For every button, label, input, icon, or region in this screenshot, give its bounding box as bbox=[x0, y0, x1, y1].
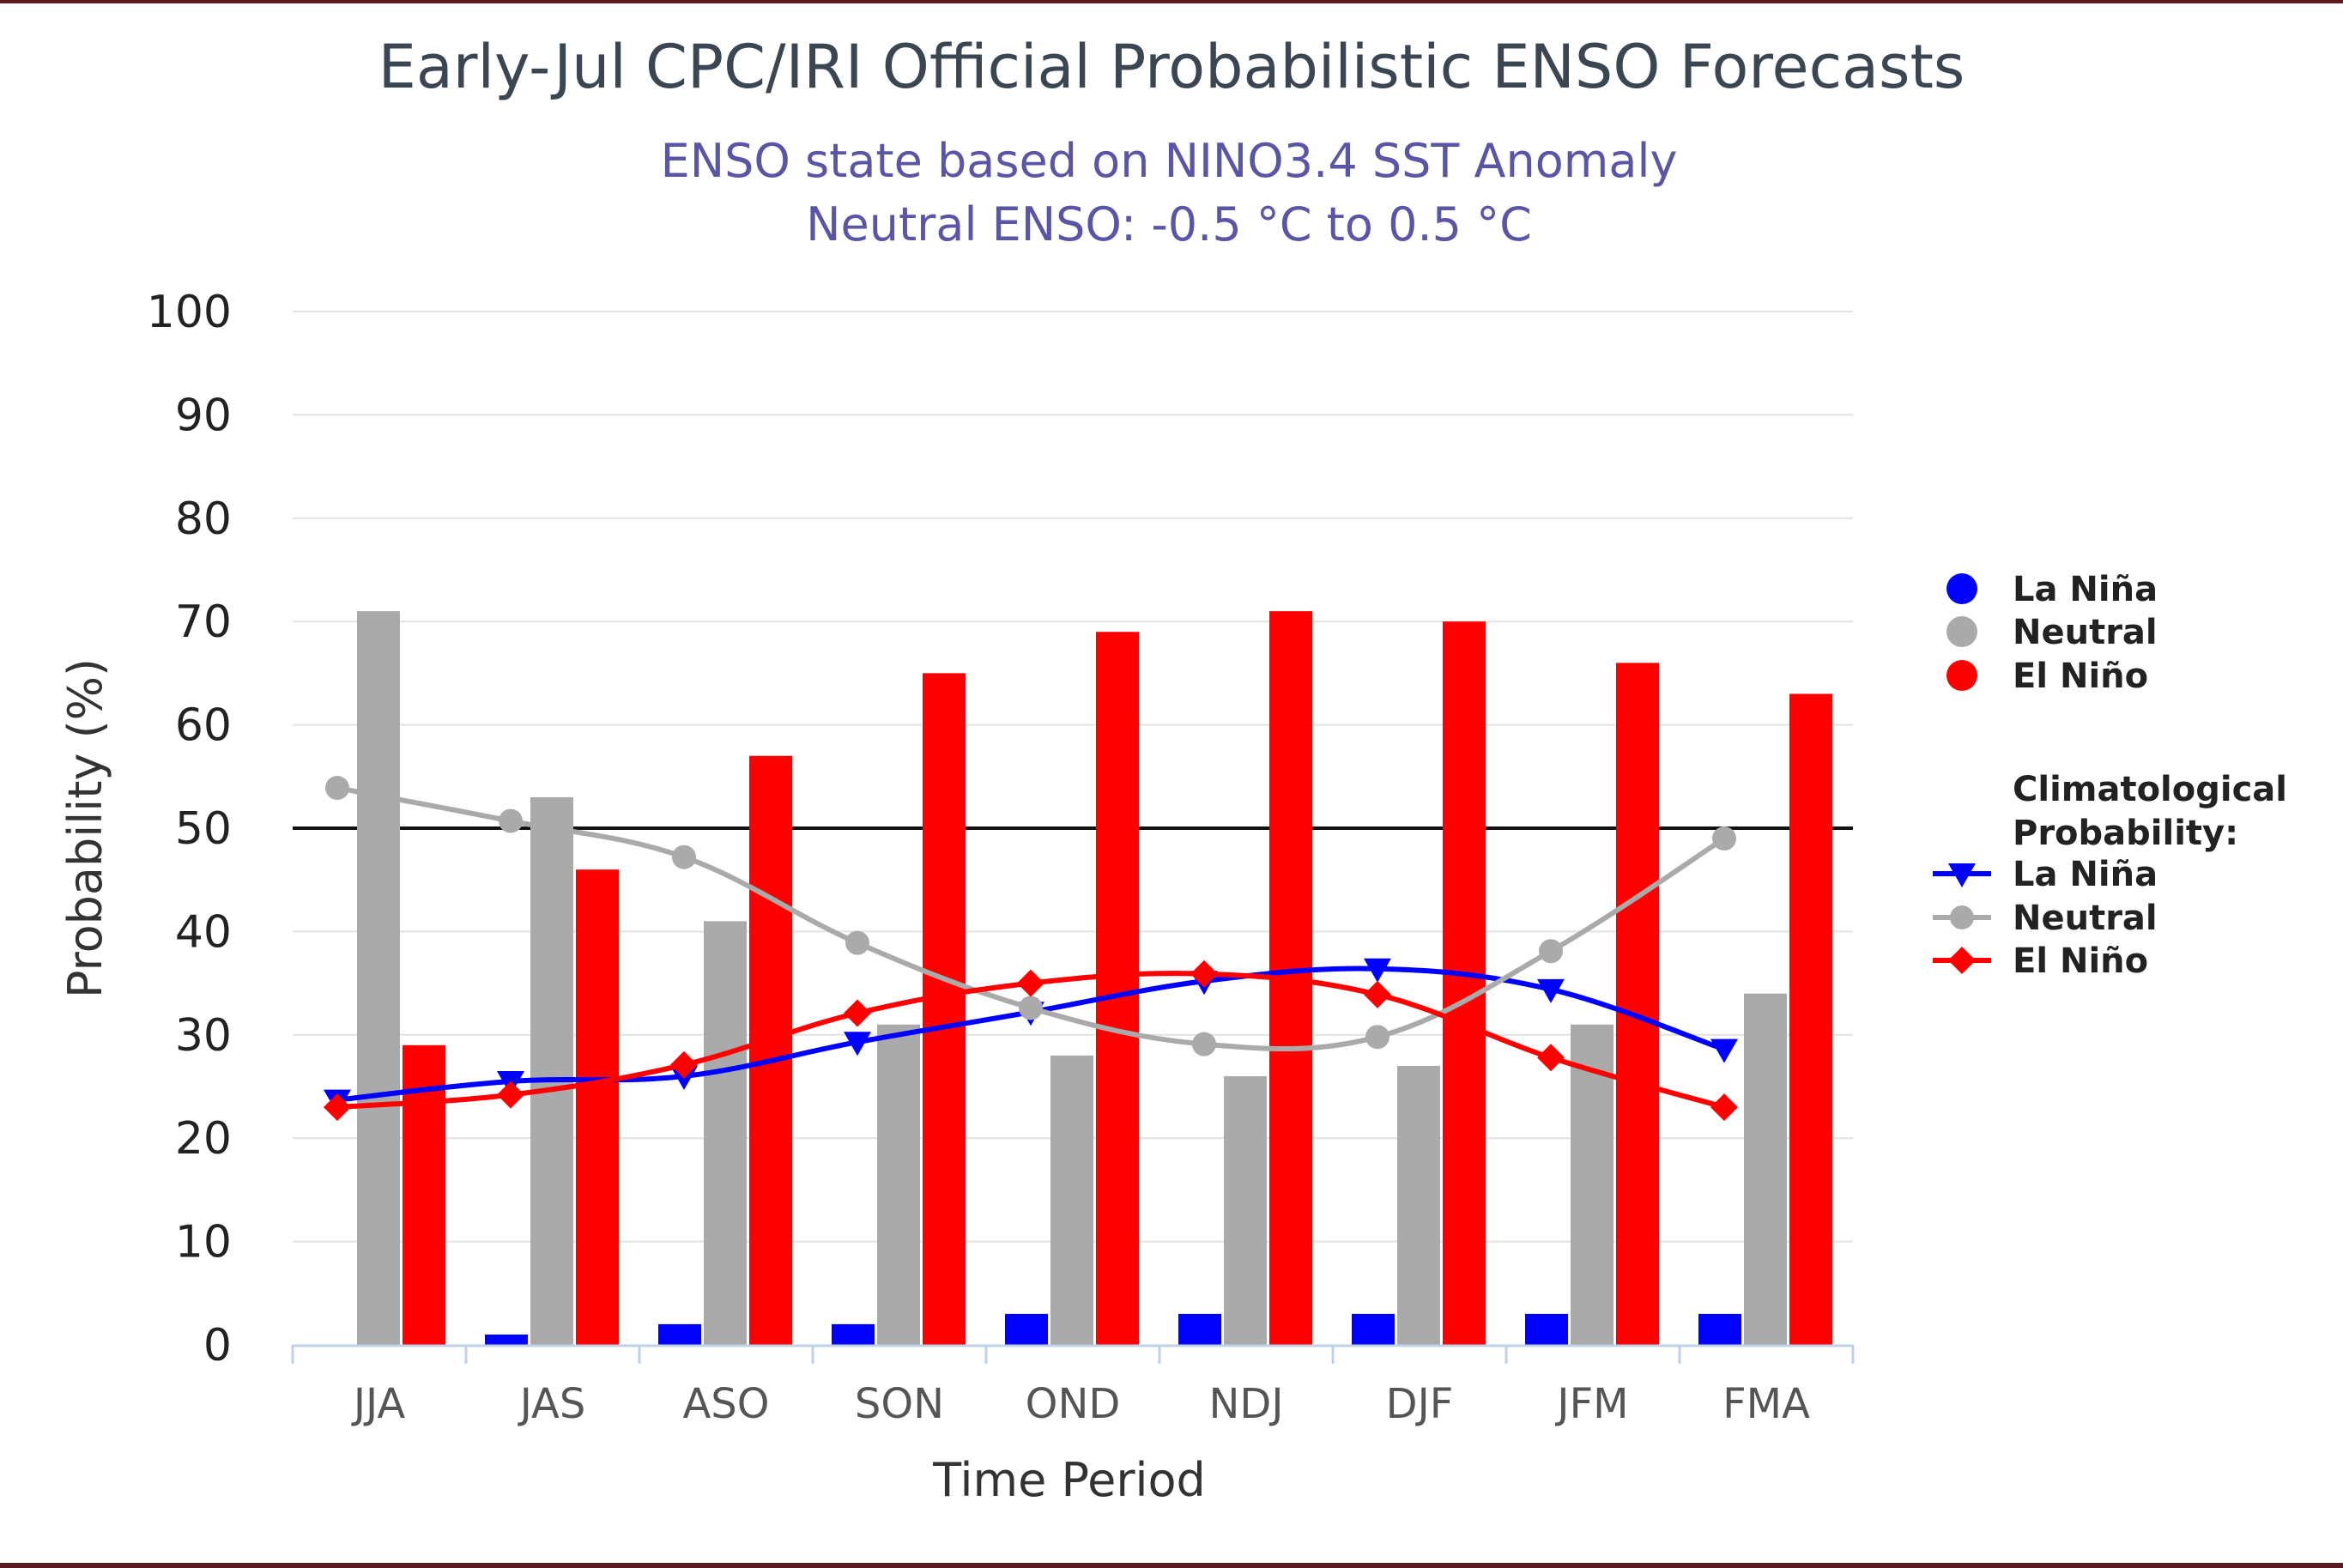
y-tick-label: 20 bbox=[175, 1113, 232, 1165]
x-tick-label: DJF bbox=[1386, 1380, 1454, 1428]
bar-elnio-jfm bbox=[1616, 663, 1659, 1345]
climatology-marker-lania-fma bbox=[1710, 1038, 1738, 1063]
bar-neutral-aso bbox=[704, 921, 747, 1345]
x-tick-label: NDJ bbox=[1208, 1380, 1283, 1428]
bar-lania-jas bbox=[485, 1334, 528, 1345]
bar-lania-ond bbox=[1005, 1313, 1048, 1345]
y-tick-label: 50 bbox=[175, 803, 232, 855]
y-axis-title: Probability (%) bbox=[58, 658, 112, 998]
y-tick-label: 40 bbox=[175, 906, 232, 958]
legend-dot-lania bbox=[1946, 573, 1977, 604]
legend-label: El Niño bbox=[2013, 657, 2148, 696]
chart-subtitle-line-1: ENSO state based on NINO3.4 SST Anomaly bbox=[661, 134, 1678, 188]
chart-title: Early-Jul CPC/IRI Official Probabilistic… bbox=[378, 32, 1965, 102]
bar-elnio-ond bbox=[1096, 632, 1139, 1345]
bar-lania-jfm bbox=[1525, 1313, 1568, 1345]
climatology-marker-neutral-aso bbox=[672, 845, 696, 869]
bar-neutral-ond bbox=[1050, 1055, 1093, 1345]
climatology-marker-lania-son bbox=[844, 1032, 871, 1056]
y-tick-label: 30 bbox=[175, 1010, 232, 1062]
x-tick-label: OND bbox=[1026, 1380, 1121, 1428]
legend-marker-lania bbox=[1948, 863, 1976, 887]
bar-elnio-son bbox=[923, 673, 966, 1345]
y-tick-label: 0 bbox=[203, 1320, 232, 1371]
bar-elnio-jja bbox=[403, 1044, 445, 1345]
legend-dot-neutral bbox=[1946, 616, 1977, 647]
bar-elnio-fma bbox=[1789, 693, 1832, 1345]
bar-lania-fma bbox=[1698, 1313, 1741, 1345]
x-tick-label: FMA bbox=[1722, 1380, 1810, 1428]
climatology-marker-elnio-aso bbox=[670, 1050, 698, 1079]
climatology-marker-elnio-jja bbox=[324, 1093, 351, 1122]
y-tick-label: 90 bbox=[175, 390, 232, 441]
y-tick-label: 10 bbox=[175, 1217, 232, 1268]
climatology-marker-neutral-jas bbox=[499, 808, 523, 833]
x-axis-title: Time Period bbox=[932, 1453, 1206, 1507]
climatology-marker-elnio-jfm bbox=[1537, 1044, 1565, 1072]
frame-border-bottom bbox=[0, 1563, 2343, 1568]
legend-label: El Niño bbox=[2013, 941, 2148, 981]
legend-marker-neutral bbox=[1950, 905, 1974, 929]
climatology-marker-elnio-fma bbox=[1710, 1093, 1738, 1122]
climatology-marker-elnio-djf bbox=[1364, 980, 1391, 1008]
bar-lania-ndj bbox=[1178, 1313, 1221, 1345]
climatology-marker-lania-jfm bbox=[1537, 978, 1565, 1003]
bar-neutral-fma bbox=[1744, 993, 1787, 1345]
climatology-marker-neutral-djf bbox=[1365, 1025, 1389, 1050]
bar-neutral-son bbox=[877, 1024, 920, 1345]
bar-neutral-jas bbox=[530, 796, 573, 1345]
legend-marker-elnio bbox=[1948, 947, 1976, 974]
climatology-marker-neutral-ndj bbox=[1192, 1032, 1216, 1056]
climatology-marker-elnio-ndj bbox=[1190, 960, 1218, 988]
bar-elnio-aso bbox=[749, 755, 792, 1345]
bar-neutral-jja bbox=[357, 611, 400, 1345]
legend-climatology-title-1: Climatological bbox=[2013, 770, 2287, 809]
climatology-marker-neutral-ond bbox=[1019, 996, 1043, 1020]
climatology-marker-neutral-son bbox=[845, 930, 869, 955]
legend-climatology-title-2: Probability: bbox=[2013, 814, 2238, 853]
bar-neutral-ndj bbox=[1224, 1075, 1267, 1345]
climatology-marker-elnio-jas bbox=[497, 1081, 524, 1109]
bar-lania-djf bbox=[1352, 1313, 1395, 1345]
x-tick-label: JAS bbox=[518, 1380, 586, 1428]
bar-neutral-djf bbox=[1397, 1065, 1440, 1345]
climatology-marker-neutral-jfm bbox=[1539, 939, 1563, 964]
chart-subtitle-line-2: Neutral ENSO: -0.5 °C to 0.5 °C bbox=[806, 197, 1532, 251]
y-tick-label: 60 bbox=[175, 700, 232, 752]
x-tick-label: JFM bbox=[1554, 1380, 1628, 1428]
climatology-marker-neutral-fma bbox=[1712, 826, 1736, 851]
legend-label: Neutral bbox=[2013, 899, 2158, 938]
climatology-marker-neutral-jja bbox=[325, 776, 349, 801]
bar-neutral-jfm bbox=[1571, 1024, 1613, 1345]
bar-lania-aso bbox=[658, 1323, 701, 1345]
x-tick-label: SON bbox=[855, 1380, 944, 1428]
bar-elnio-jas bbox=[576, 869, 619, 1345]
climatology-marker-lania-djf bbox=[1364, 958, 1391, 983]
frame-border-top bbox=[0, 0, 2343, 3]
x-tick-label: ASO bbox=[682, 1380, 769, 1428]
bar-elnio-djf bbox=[1443, 621, 1486, 1345]
y-tick-label: 100 bbox=[147, 287, 232, 338]
legend-label: La Niña bbox=[2013, 570, 2158, 609]
legend-label: La Niña bbox=[2013, 855, 2158, 894]
climatology-marker-elnio-ond bbox=[1017, 969, 1044, 997]
bar-lania-son bbox=[832, 1323, 875, 1345]
legend-dot-elnio bbox=[1946, 660, 1977, 691]
x-tick-label: JJA bbox=[351, 1380, 405, 1428]
climatology-marker-elnio-son bbox=[844, 999, 871, 1027]
y-tick-label: 70 bbox=[175, 596, 232, 648]
y-tick-label: 80 bbox=[175, 493, 232, 545]
legend-label: Neutral bbox=[2013, 613, 2158, 652]
